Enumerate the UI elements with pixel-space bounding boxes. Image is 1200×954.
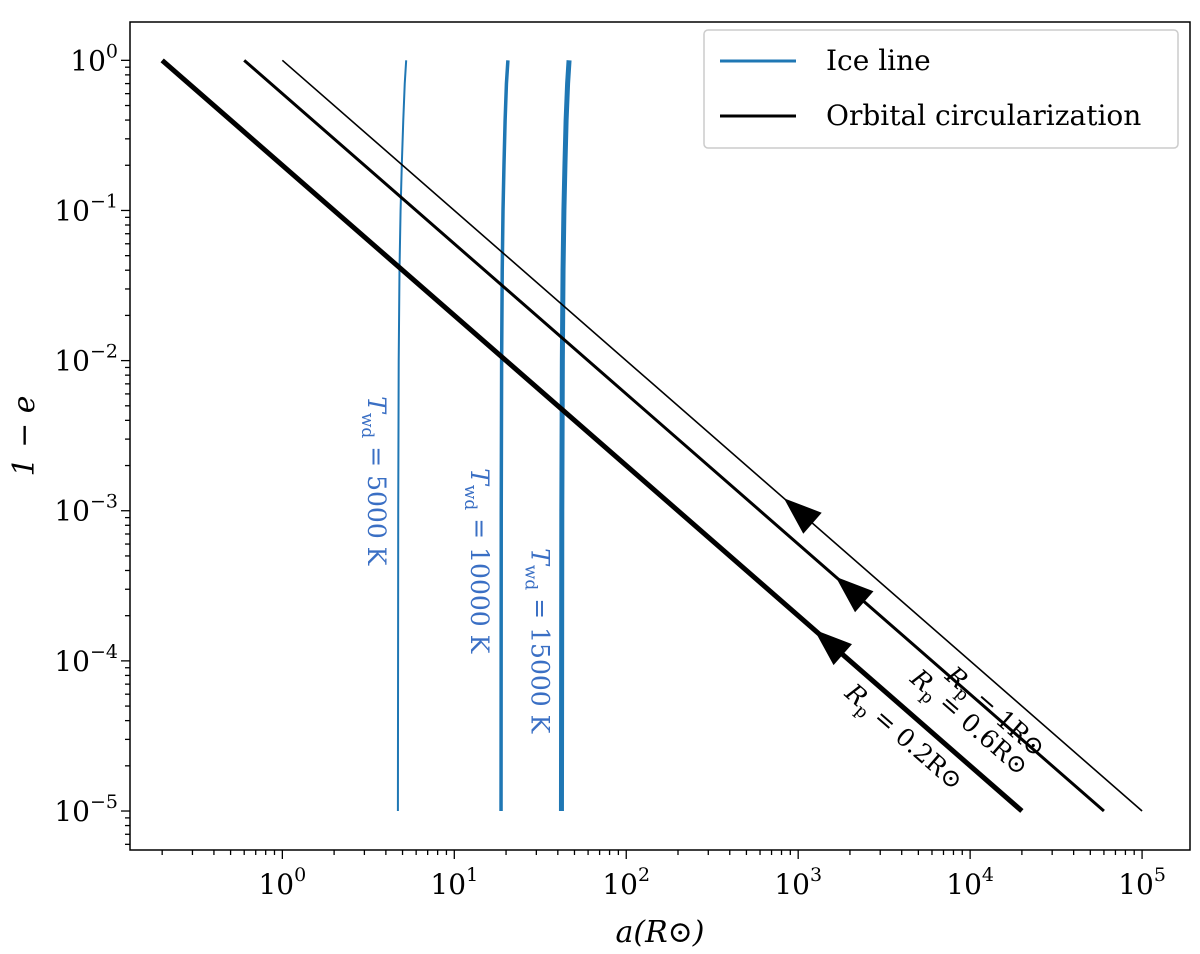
y-axis-title: 1 − e [7,395,42,476]
y-tick-label: 10−2 [54,341,118,378]
legend-label-circularization: Orbital circularization [826,99,1141,132]
ice-line-label-1: Twd = 5000 K [357,396,391,567]
ice-line-3 [558,60,572,812]
y-tick-label: 100 [70,40,118,77]
x-tick-label: 102 [602,864,650,901]
y-tick-label: 10−4 [54,641,118,678]
x-axis-title: a(R⊙) [615,915,704,950]
y-tick-label: 10−1 [54,190,118,227]
ice-line-1 [396,60,408,812]
legend-label-ice-line: Ice line [826,44,931,77]
x-tick-label: 100 [258,864,306,901]
ice-line-2 [499,60,510,812]
circularization-arrow-2 [835,576,874,613]
ice-line-label-2: Twd = 10000 K [460,468,494,654]
ice-line-label-3: Twd = 15000 K [520,548,554,734]
circularization-arrow-3 [783,498,822,534]
circularization-arrow-1 [814,629,852,666]
series-layer [160,58,1143,813]
y-tick-label: 10−3 [54,491,118,528]
x-tick-label: 105 [1118,864,1166,901]
circularization-line-1 [160,58,1024,813]
x-tick-label: 104 [946,864,994,901]
plot-frame [129,21,1191,851]
legend: Ice line Orbital circularization [703,29,1179,149]
annotations: Twd = 5000 K Twd = 10000 K Twd = 15000 K Rp… [357,396,1051,796]
circularization-line-3 [281,59,1143,812]
ticks: 100 101 102 103 104 105 100 10−1 10−2 10−3 10−4 10−… [54,40,1166,901]
x-tick-label: 101 [430,864,478,901]
y-tick-label: 10−5 [54,791,118,828]
legend-box [703,29,1179,149]
x-tick-label: 103 [774,864,822,901]
circularization-line-2 [243,59,1105,813]
